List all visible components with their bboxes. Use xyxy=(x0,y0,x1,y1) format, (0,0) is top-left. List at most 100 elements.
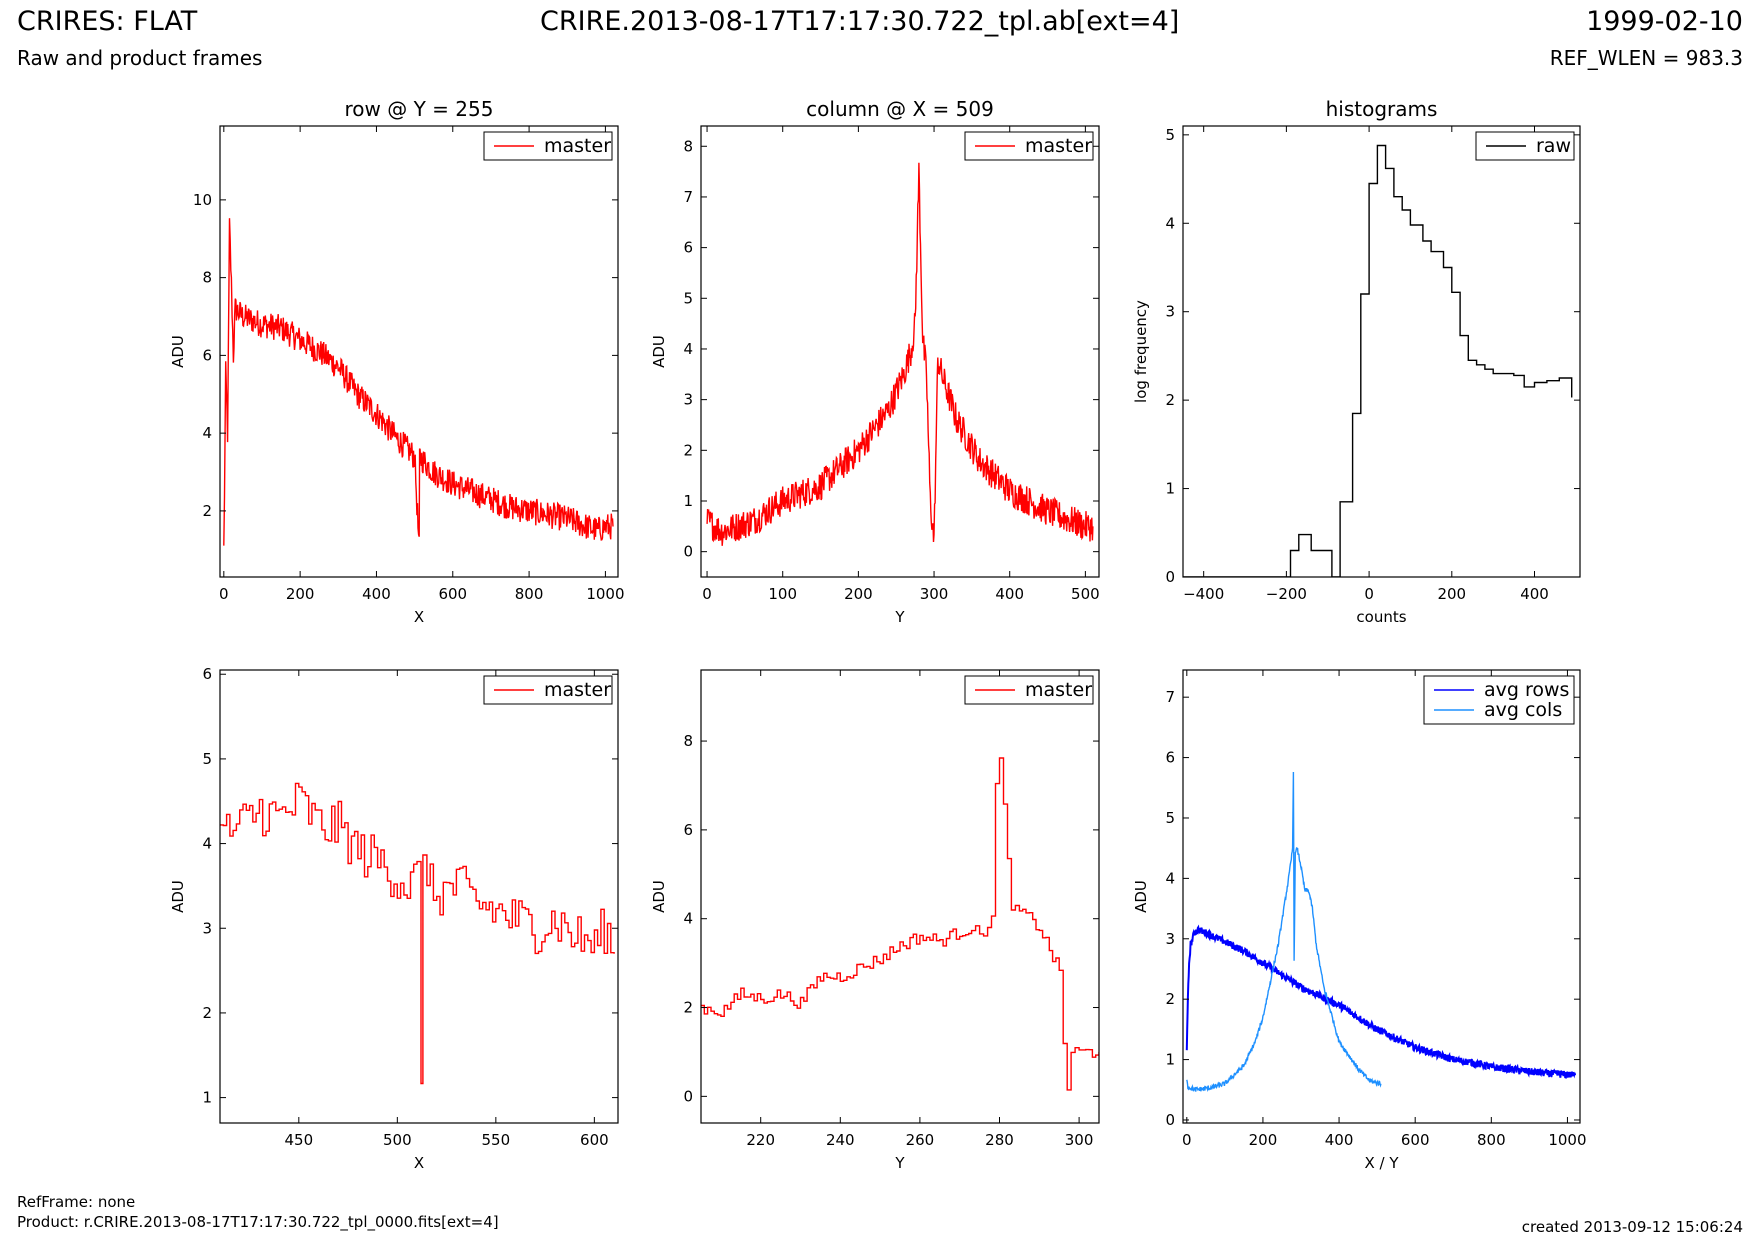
ref-wavelength: REF_WLEN = 983.3 xyxy=(1549,46,1743,70)
x-tick-label: 800 xyxy=(515,585,544,603)
y-tick-label: 6 xyxy=(683,821,693,839)
x-tick-label: 0 xyxy=(219,585,229,603)
plot-frame xyxy=(700,669,1100,1124)
legend-label: avg rows xyxy=(1484,679,1569,701)
x-axis-label: Y xyxy=(894,1154,905,1172)
y-tick-label: 1 xyxy=(683,492,693,510)
x-tick-label: 400 xyxy=(995,585,1024,603)
y-tick-label: 4 xyxy=(1165,214,1175,232)
x-tick-label: 1000 xyxy=(1548,1131,1586,1149)
x-tick-label: 240 xyxy=(826,1131,855,1149)
y-tick-label: 3 xyxy=(1165,303,1175,321)
y-tick-label: 6 xyxy=(202,665,212,683)
y-tick-label: 6 xyxy=(202,346,212,364)
legend: master xyxy=(964,675,1094,705)
y-tick-label: 1 xyxy=(202,1089,212,1107)
x-tick-label: 200 xyxy=(1437,585,1466,603)
legend: raw xyxy=(1475,131,1575,161)
x-tick-label: 0 xyxy=(1182,1131,1192,1149)
x-tick-label: 200 xyxy=(844,585,873,603)
y-tick-label: 2 xyxy=(683,999,693,1017)
y-tick-label: 2 xyxy=(1165,391,1175,409)
series-line-master xyxy=(220,782,615,1085)
x-tick-label: 300 xyxy=(920,585,949,603)
x-tick-label: 550 xyxy=(482,1131,511,1149)
x-axis-label: X / Y xyxy=(1364,1154,1399,1172)
x-tick-label: 300 xyxy=(1065,1131,1094,1149)
y-tick-label: 5 xyxy=(683,289,693,307)
y-tick-label: 3 xyxy=(683,391,693,409)
panel-hist: −400 −200 0 200 400 0 1 2 3 4 5 histograms counts log… xyxy=(1132,97,1581,626)
x-tick-label: 0 xyxy=(1364,585,1374,603)
legend-label: master xyxy=(1025,679,1092,701)
y-tick-label: 0 xyxy=(1165,1111,1175,1129)
x-axis-label: X xyxy=(414,1154,424,1172)
y-tick-label: 3 xyxy=(202,919,212,937)
x-tick-label: 1000 xyxy=(586,585,624,603)
x-axis-label: counts xyxy=(1356,608,1406,626)
chart-title: row @ Y = 255 xyxy=(345,97,494,121)
legend-label: master xyxy=(544,679,611,701)
x-tick-label: 280 xyxy=(985,1131,1014,1149)
y-tick-label: 0 xyxy=(683,1087,693,1105)
y-tick-label: 2 xyxy=(202,502,212,520)
y-axis-label: ADU xyxy=(1132,880,1150,913)
y-tick-label: 2 xyxy=(683,441,693,459)
series-line-raw xyxy=(1183,144,1573,577)
y-tick-label: 1 xyxy=(1165,480,1175,498)
legend: master xyxy=(483,131,613,161)
legend: master xyxy=(483,675,613,705)
y-tick-label: 4 xyxy=(683,910,693,928)
plot-frame xyxy=(1182,669,1581,1124)
legend-label: master xyxy=(544,135,611,157)
series-line-master xyxy=(706,162,1094,546)
y-tick-label: 5 xyxy=(1165,809,1175,827)
plot-frame xyxy=(219,669,619,1124)
refframe-label: RefFrame: none xyxy=(17,1193,136,1211)
y-tick-label: 4 xyxy=(202,835,212,853)
y-tick-label: 4 xyxy=(1165,869,1175,887)
x-tick-label: 400 xyxy=(1520,585,1549,603)
x-tick-label: 0 xyxy=(702,585,712,603)
y-axis-label: log frequency xyxy=(1132,300,1150,403)
y-tick-label: 8 xyxy=(683,732,693,750)
x-tick-label: 600 xyxy=(580,1131,609,1149)
y-axis-label: ADU xyxy=(169,335,187,368)
legend-label: master xyxy=(1025,135,1092,157)
y-tick-label: 7 xyxy=(1165,688,1175,706)
y-axis-label: ADU xyxy=(650,335,668,368)
legend-label: avg cols xyxy=(1484,699,1562,721)
panel-row: 0 200 400 600 800 1000 2 4 6 8 10 row @ Y = 255 X ADU… xyxy=(169,97,625,626)
product-label: Product: r.CRIRE.2013-08-17T17:17:30.722… xyxy=(17,1213,499,1231)
observation-date: 1999-02-10 xyxy=(1586,6,1743,37)
report-subtitle: Raw and product frames xyxy=(17,46,263,70)
y-tick-label: 3 xyxy=(1165,930,1175,948)
y-tick-label: 6 xyxy=(1165,749,1175,767)
legend-label: raw xyxy=(1536,135,1571,157)
x-tick-label: 200 xyxy=(286,585,315,603)
created-timestamp: created 2013-09-12 15:06:24 xyxy=(1521,1218,1743,1236)
x-tick-label: 500 xyxy=(1071,585,1100,603)
file-name: CRIRE.2013-08-17T17:17:30.722_tpl.ab[ext… xyxy=(540,6,1180,37)
y-tick-label: 2 xyxy=(1165,990,1175,1008)
x-axis-label: Y xyxy=(894,608,905,626)
y-axis-label: ADU xyxy=(169,880,187,913)
y-tick-label: 1 xyxy=(1165,1051,1175,1069)
x-axis-label: X xyxy=(414,608,424,626)
panel-avg: 0 200 400 600 800 1000 0 1 2 3 4 5 6 7 X / Y ADU avg row… xyxy=(1132,669,1587,1172)
plot-frame xyxy=(700,125,1100,578)
x-tick-label: 600 xyxy=(438,585,467,603)
panel-col: 0 100 200 300 400 500 0 1 2 3 4 5 6 7 8 column @ X = 50… xyxy=(650,97,1100,626)
y-tick-label: 6 xyxy=(683,239,693,257)
x-tick-label: 400 xyxy=(362,585,391,603)
y-tick-label: 8 xyxy=(202,269,212,287)
series-line-avg-rows xyxy=(1185,924,1577,1079)
y-tick-label: 2 xyxy=(202,1004,212,1022)
y-tick-label: 5 xyxy=(1165,126,1175,144)
report-title: CRIRES: FLAT xyxy=(17,6,198,37)
x-tick-label: 450 xyxy=(284,1131,313,1149)
series-line-master xyxy=(223,218,614,546)
series-line-avg-cols xyxy=(1186,771,1382,1093)
